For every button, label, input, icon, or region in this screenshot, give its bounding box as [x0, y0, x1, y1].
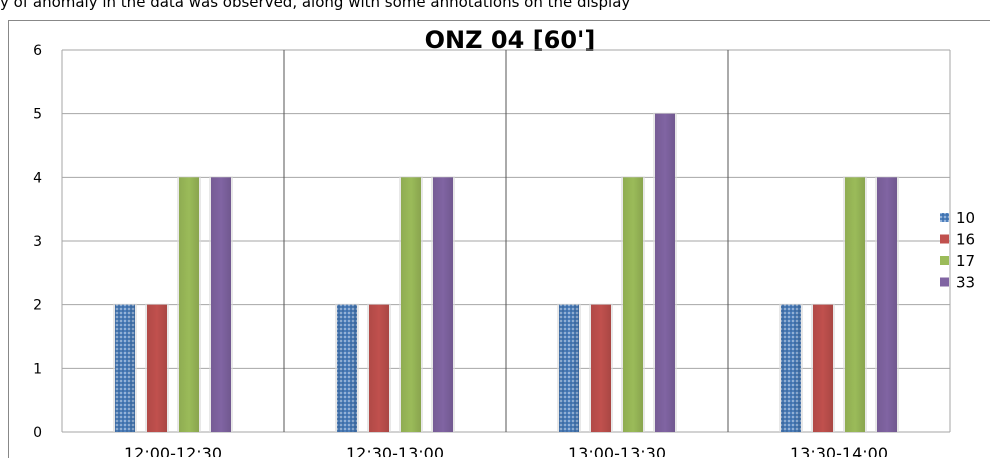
y-tick-label: 1	[33, 361, 42, 377]
y-tick-label: 3	[33, 234, 42, 250]
y-tick-label: 0	[33, 425, 42, 441]
y-tick-label: 5	[33, 107, 42, 123]
y-axis: 0 1 2 3 4 5 6	[33, 43, 42, 441]
y-tick-label: 2	[33, 298, 42, 314]
legend-swatch-10	[940, 213, 949, 222]
legend-label-10: 10	[956, 209, 975, 227]
legend-label-33: 33	[956, 274, 975, 292]
header-fragment: y of anomaly in the data was observed, a…	[0, 0, 630, 11]
chart-area	[8, 20, 990, 458]
chart-title: ONZ 04 [60']	[425, 26, 596, 54]
bars	[113, 112, 899, 433]
legend-swatch-33	[940, 277, 949, 287]
y-tick-label: 6	[33, 43, 42, 59]
y-tick-label: 4	[33, 170, 42, 186]
legend-label-16: 16	[956, 231, 975, 249]
legend-label-17: 17	[956, 252, 975, 270]
x-tick-label: 13:30-14:00	[790, 444, 888, 457]
legend: 10 16 17 33	[940, 209, 975, 292]
legend-swatch-16	[940, 234, 949, 244]
x-tick-label: 12:00-12:30	[124, 444, 222, 457]
x-tick-label: 12:30-13:00	[346, 444, 444, 457]
legend-swatch-17	[940, 256, 949, 265]
x-axis-labels: 12:00-12:30 12:30-13:00 13:00-13:30 13:30-1…	[124, 444, 888, 457]
cropped-header-text: y of anomaly in the data was observed, a…	[0, 0, 990, 20]
x-tick-label: 13:00-13:30	[568, 444, 666, 457]
